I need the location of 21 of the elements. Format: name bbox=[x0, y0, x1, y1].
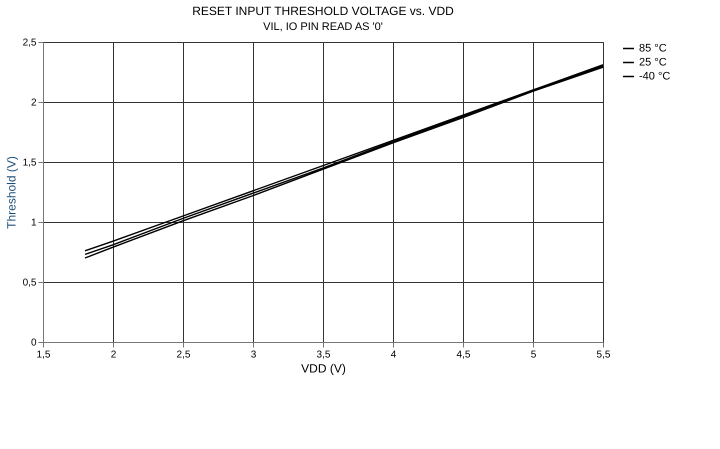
x-tick-label: 4,5 bbox=[456, 350, 471, 360]
x-tick-label: 3,5 bbox=[316, 350, 331, 360]
legend-label: 85 °C bbox=[639, 42, 667, 54]
x-tick-label: 5 bbox=[530, 350, 537, 360]
y-axis-title: Threshold (V) bbox=[4, 156, 19, 229]
y-tick-label: 2,5 bbox=[22, 38, 37, 48]
x-tick-label: 4 bbox=[390, 350, 397, 360]
x-tick-label: 2 bbox=[110, 350, 117, 360]
x-tick-label: 2,5 bbox=[176, 350, 191, 360]
y-tick-label: 0,5 bbox=[22, 278, 37, 288]
y-tick-label: 1,5 bbox=[22, 158, 37, 168]
x-axis-title: VDD (V) bbox=[301, 362, 346, 376]
y-tick-label: 1 bbox=[30, 218, 37, 228]
x-tick-label: 3 bbox=[250, 350, 257, 360]
x-tick-label: 5,5 bbox=[596, 350, 611, 360]
legend-label: -40 °C bbox=[639, 70, 670, 82]
y-tick-label: 2 bbox=[30, 98, 37, 108]
chart-subtitle: VIL, IO PIN READ AS '0' bbox=[263, 21, 383, 33]
legend-label: 25 °C bbox=[639, 56, 667, 68]
y-tick-label: 0 bbox=[30, 338, 37, 348]
chart-title: RESET INPUT THRESHOLD VOLTAGE vs. VDD bbox=[192, 4, 454, 18]
